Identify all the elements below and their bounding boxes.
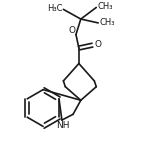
Text: NH: NH	[56, 121, 70, 130]
Text: CH₃: CH₃	[99, 18, 115, 27]
Text: CH₃: CH₃	[97, 2, 113, 11]
Text: O: O	[68, 26, 75, 35]
Text: H₃C: H₃C	[47, 4, 62, 13]
Text: O: O	[94, 40, 101, 49]
